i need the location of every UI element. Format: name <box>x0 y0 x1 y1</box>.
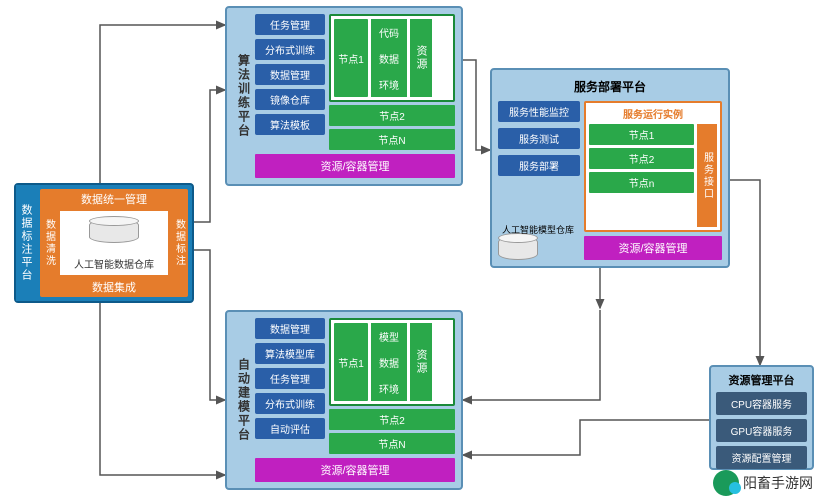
pill-item: 服务部署 <box>498 155 580 176</box>
resource-container-bar: 资源/容器管理 <box>255 154 455 178</box>
runtime-instance-box: 服务运行实例 节点1 节点2 节点n 服务接口 <box>584 101 722 232</box>
platform-title: 服务部署平台 <box>498 76 722 97</box>
pill-item: 服务测试 <box>498 128 580 149</box>
database-icon <box>89 219 139 243</box>
data-clean-label: 数据清洗 <box>40 209 58 277</box>
node-label: 节点1 <box>334 323 368 401</box>
model-repo <box>498 232 580 260</box>
algo-training-platform: 算法训练平台 任务管理 分布式训练 数据管理 镜像仓库 算法模板 节点1 代码 … <box>225 6 463 186</box>
runtime-title: 服务运行实例 <box>589 106 717 121</box>
ai-data-warehouse: 人工智能数据仓库 <box>60 211 168 275</box>
pill-item: 任务管理 <box>255 14 325 35</box>
model-repo-label: 人工智能模型仓库 <box>502 223 574 236</box>
watermark-icon <box>713 470 739 496</box>
watermark: 阳畜手游网 <box>713 470 813 496</box>
pill-item: 分布式训练 <box>255 393 325 414</box>
algo-pills: 任务管理 分布式训练 数据管理 镜像仓库 算法模板 <box>255 14 325 150</box>
resource-label: 资源 <box>410 323 432 401</box>
auto-modeling-platform: 自动建模平台 数据管理 算法模型库 任务管理 分布式训练 自动评估 节点1 模型… <box>225 310 463 490</box>
automod-pills: 数据管理 算法模型库 任务管理 分布式训练 自动评估 <box>255 318 325 454</box>
pill-item: 算法模型库 <box>255 343 325 364</box>
data-annotation-platform: 数据标注平台 数据统一管理 数据清洗 人工智能数据仓库 数据标注 数据集成 <box>14 183 194 303</box>
deploy-pills: 服务性能监控 服务测试 服务部署 <box>498 101 580 260</box>
node-label: 节点2 <box>329 409 455 430</box>
pill-item: 镜像仓库 <box>255 89 325 110</box>
node-label: 节点2 <box>329 105 455 126</box>
data-mgmt-box: 数据统一管理 数据清洗 人工智能数据仓库 数据标注 数据集成 <box>40 189 188 297</box>
resource-container-bar: 资源/容器管理 <box>255 458 455 482</box>
node-label: 节点1 <box>334 19 368 97</box>
pill-item: 任务管理 <box>255 368 325 389</box>
pill-item: 算法模板 <box>255 114 325 135</box>
node1-box: 节点1 代码 数据 环境 资源 <box>329 14 455 102</box>
node-label: 节点2 <box>589 148 694 169</box>
node-label: 节点1 <box>589 124 694 145</box>
data-integrate-label: 数据集成 <box>40 277 188 297</box>
data-unify-label: 数据统一管理 <box>40 189 188 209</box>
service-interface-label: 服务接口 <box>697 124 717 227</box>
data-annotate-label: 数据标注 <box>170 209 188 277</box>
platform-label: 算法训练平台 <box>233 14 255 178</box>
node-label: 节点N <box>329 433 455 454</box>
watermark-text: 阳畜手游网 <box>743 473 813 493</box>
platform-label: 自动建模平台 <box>233 318 255 482</box>
pill-item: 数据管理 <box>255 64 325 85</box>
resource-label: 资源 <box>410 19 432 97</box>
resource-container-bar: 资源/容器管理 <box>584 236 722 260</box>
pill-item: 服务性能监控 <box>498 101 580 122</box>
node1-box: 节点1 模型 数据 环境 资源 <box>329 318 455 406</box>
pill-item: 自动评估 <box>255 418 325 439</box>
env-stack: 代码 数据 环境 <box>371 19 407 97</box>
platform-label: 数据标注平台 <box>16 185 36 301</box>
pill-item: GPU容器服务 <box>716 419 807 442</box>
resource-mgmt-platform: 资源管理平台 CPU容器服务 GPU容器服务 资源配置管理 <box>709 365 814 470</box>
pill-item: 数据管理 <box>255 318 325 339</box>
node-label: 节点N <box>329 129 455 150</box>
pill-item: CPU容器服务 <box>716 392 807 415</box>
node-label: 节点n <box>589 172 694 193</box>
service-deploy-platform: 服务部署平台 服务性能监控 服务测试 服务部署 服务运行实例 节点1 节点2 节… <box>490 68 730 268</box>
platform-title: 资源管理平台 <box>716 372 807 388</box>
env-stack: 模型 数据 环境 <box>371 323 407 401</box>
pill-item: 资源配置管理 <box>716 446 807 469</box>
database-icon <box>498 236 538 260</box>
pill-item: 分布式训练 <box>255 39 325 60</box>
